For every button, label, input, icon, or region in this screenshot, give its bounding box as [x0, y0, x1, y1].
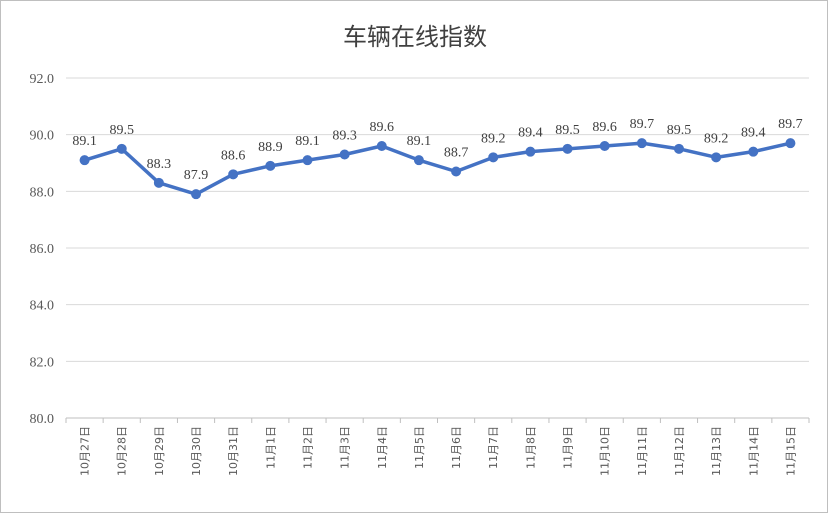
data-label: 89.3: [332, 129, 357, 144]
x-tick-label: 11月14日: [747, 426, 760, 476]
x-tick-label: 11月12日: [673, 426, 686, 476]
data-label: 87.9: [184, 168, 209, 183]
data-label: 89.5: [555, 123, 580, 138]
data-point: [748, 146, 759, 157]
x-tick-label: 11月2日: [301, 426, 314, 469]
data-label: 89.5: [109, 123, 134, 138]
y-tick-label: 82.0: [30, 355, 55, 370]
data-label: 89.2: [481, 131, 506, 146]
x-tick-label: 11月10日: [599, 426, 612, 476]
data-label: 89.6: [592, 120, 617, 135]
y-tick-label: 90.0: [30, 129, 55, 144]
y-tick-label: 92.0: [30, 72, 55, 87]
data-point: [339, 149, 350, 160]
x-tick-label: 11月4日: [376, 426, 389, 469]
data-label: 89.1: [72, 134, 97, 149]
data-point: [116, 143, 127, 154]
x-tick-label: 11月11日: [636, 426, 649, 476]
y-axis-ticks: 80.0 82.0 84.0 86.0 88.0 90.0 92.0: [30, 72, 55, 427]
y-tick-label: 80.0: [30, 412, 55, 427]
data-point: [525, 146, 536, 157]
x-tick-label: 11月15日: [784, 426, 797, 476]
data-point: [711, 152, 722, 163]
data-label: 89.1: [295, 134, 320, 149]
x-tick-label: 10月29日: [153, 426, 166, 476]
y-tick-label: 86.0: [30, 242, 55, 257]
data-point: [636, 138, 647, 149]
data-label: 88.7: [444, 146, 469, 161]
data-point: [451, 166, 462, 177]
series: [79, 138, 796, 200]
data-label: 89.4: [518, 126, 543, 141]
data-label: 89.7: [630, 117, 655, 132]
x-tick-label: 11月6日: [450, 426, 463, 469]
chart-title: 车辆在线指数: [343, 23, 487, 51]
x-tick-label: 11月5日: [413, 426, 426, 469]
x-axis-ticks: 10月27日 10月28日 10月29日 10月30日 10月31日 11月1日 11月2日…: [65, 418, 810, 476]
gridlines: [66, 77, 809, 419]
data-point: [228, 169, 239, 180]
data-point: [376, 141, 387, 151]
data-label: 89.7: [778, 117, 803, 132]
x-tick-label: 11月3日: [339, 426, 352, 469]
x-tick-label: 11月9日: [562, 426, 575, 469]
y-tick-label: 84.0: [30, 299, 55, 314]
data-labels: 89.1 89.5 88.3 87.9 88.6 88.9 89.1 89.3 89.6 89.1…: [72, 117, 802, 183]
data-label: 89.5: [667, 123, 692, 138]
data-label: 89.1: [407, 134, 432, 149]
data-label: 88.3: [147, 157, 172, 172]
data-point: [488, 152, 499, 163]
x-tick-label: 10月28日: [116, 426, 129, 476]
data-point: [785, 138, 796, 149]
y-tick-label: 88.0: [30, 185, 55, 200]
data-point: [673, 143, 684, 154]
x-tick-label: 10月27日: [79, 426, 92, 476]
data-point: [413, 155, 424, 166]
data-label: 89.2: [704, 131, 729, 146]
data-point: [562, 143, 573, 154]
data-label: 88.6: [221, 148, 246, 163]
x-tick-label: 11月1日: [264, 426, 277, 469]
data-point: [79, 155, 90, 166]
series-line: [82, 141, 793, 196]
x-tick-label: 11月8日: [524, 426, 537, 469]
data-label: 89.4: [741, 126, 766, 141]
x-tick-label: 10月30日: [190, 426, 203, 476]
data-label: 89.6: [370, 120, 395, 135]
x-tick-label: 10月31日: [227, 426, 240, 476]
data-label: 88.9: [258, 140, 283, 155]
data-point: [265, 160, 276, 171]
x-tick-label: 11月13日: [710, 426, 723, 476]
data-point: [191, 189, 202, 200]
x-tick-label: 11月7日: [487, 426, 500, 469]
data-point: [153, 177, 164, 188]
data-point: [302, 155, 313, 166]
data-point: [599, 141, 610, 151]
